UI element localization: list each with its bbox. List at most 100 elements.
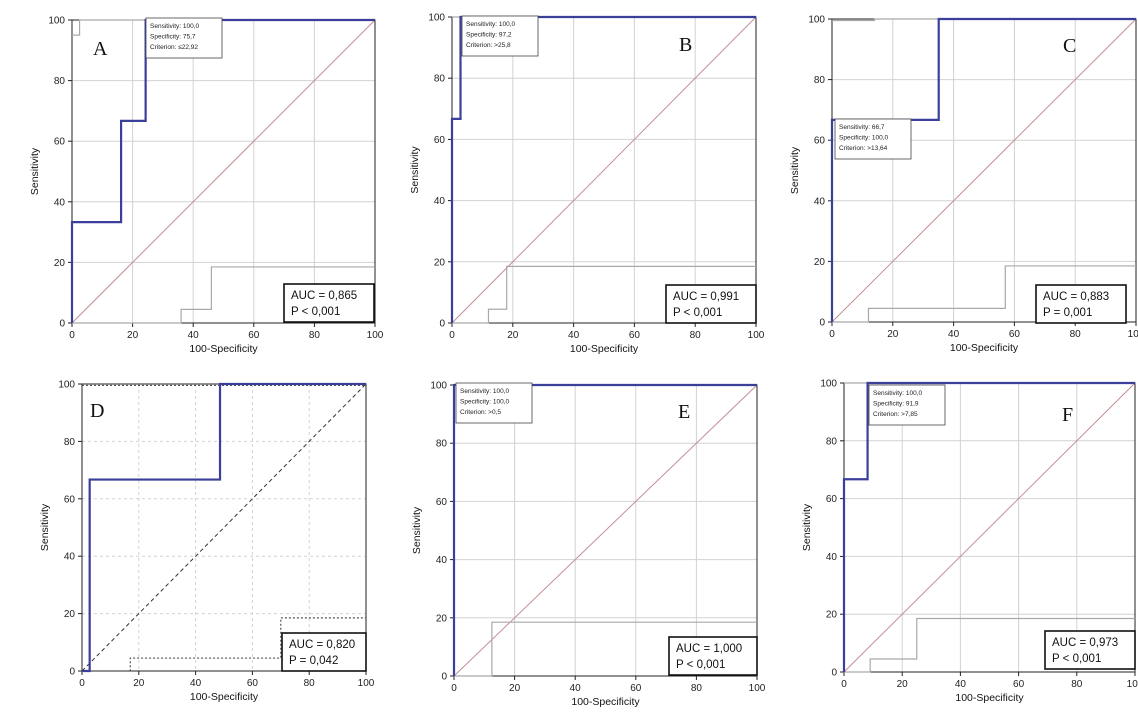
criterion-box — [868, 384, 946, 426]
auc-box — [1035, 284, 1127, 324]
x-tick-label: 100 — [749, 683, 766, 694]
criterion-line: Specificity: 100,0 — [460, 399, 510, 406]
x-axis-label: 100-Specificity — [950, 342, 1019, 354]
y-tick-label: 20 — [814, 257, 826, 268]
y-tick-label: 100 — [48, 16, 65, 27]
auc-value: AUC = 1,000 — [676, 643, 742, 655]
y-tick-label: 20 — [826, 610, 838, 621]
reference-diagonal — [81, 383, 367, 672]
y-tick-label: 40 — [54, 197, 66, 208]
y-tick-label: 0 — [819, 318, 825, 329]
y-tick-label: 40 — [814, 196, 826, 207]
y-tick-label: 80 — [436, 439, 448, 450]
x-tick-label: 40 — [190, 678, 202, 689]
roc-curve — [842, 381, 1135, 672]
x-tick-label: 60 — [247, 678, 259, 689]
criterion-line: Specificity: 91,9 — [873, 401, 919, 408]
p-value: P = 0,042 — [289, 655, 338, 667]
criterion-box — [461, 15, 539, 57]
x-tick-label: 100 — [1128, 329, 1138, 340]
criterion-line: Sensitivity: 66,7 — [839, 124, 885, 131]
x-tick-label: 0 — [449, 330, 455, 341]
y-tick-label: 20 — [54, 258, 66, 269]
x-tick-label: 100 — [358, 678, 375, 689]
x-tick-label: 80 — [1071, 679, 1083, 690]
x-tick-label: 80 — [304, 678, 316, 689]
y-tick-label: 20 — [436, 613, 448, 624]
auc-value: AUC = 0,883 — [1043, 291, 1109, 303]
x-tick-label: 100 — [1127, 679, 1138, 690]
x-tick-label: 40 — [955, 679, 967, 690]
y-tick-label: 80 — [434, 74, 446, 85]
criterion-line: Criterion: >25,8 — [466, 42, 511, 49]
y-tick-label: 40 — [436, 555, 448, 566]
y-tick-label: 80 — [54, 76, 66, 87]
criterion-line: Criterion: >13,64 — [839, 145, 888, 152]
x-axis-label: 100-Specificity — [955, 692, 1024, 704]
p-value: P = 0,001 — [1043, 307, 1092, 319]
x-tick-label: 80 — [309, 330, 321, 341]
x-tick-label: 100 — [367, 330, 384, 341]
panel-letter: E — [678, 401, 690, 423]
criterion-line: Specificity: 100,0 — [839, 135, 889, 142]
auc-box — [668, 636, 758, 676]
x-tick-label: 0 — [841, 679, 847, 690]
x-tick-label: 80 — [691, 683, 703, 694]
y-tick-label: 60 — [434, 135, 446, 146]
auc-box — [665, 284, 757, 324]
y-tick-label: 60 — [436, 497, 448, 508]
panel-letter: D — [90, 400, 104, 422]
x-tick-label: 20 — [509, 683, 521, 694]
y-tick-label: 100 — [58, 380, 75, 391]
panel-letter: C — [1063, 35, 1076, 57]
reference-diagonal — [843, 382, 1136, 673]
y-axis-label: Sensitivity — [411, 506, 423, 554]
y-tick-label: 60 — [54, 137, 66, 148]
x-tick-label: 100 — [748, 330, 765, 341]
y-tick-label: 60 — [64, 494, 76, 505]
x-axis-label: 100-Specificity — [190, 691, 259, 703]
roc-panel-b: 00 20 20 40 40 60 60 80 80 100 100 100-Specificity S… — [409, 13, 765, 356]
x-tick-label: 40 — [570, 683, 582, 694]
x-tick-label: 60 — [630, 683, 642, 694]
roc-panel-c: 00 20 20 40 40 60 60 80 80 100 100 100-Specificity S… — [789, 15, 1138, 355]
y-axis-label: Sensitivity — [409, 146, 421, 194]
criterion-line: Criterion: >7,85 — [873, 411, 918, 418]
x-tick-label: 0 — [69, 330, 75, 341]
ci-lower-bound — [72, 266, 375, 324]
panel-letter: A — [93, 38, 108, 60]
y-tick-label: 80 — [814, 75, 826, 86]
x-tick-label: 20 — [507, 330, 519, 341]
y-tick-label: 60 — [814, 136, 826, 147]
x-axis-label: 100-Specificity — [189, 343, 258, 355]
y-tick-label: 100 — [428, 13, 445, 24]
y-tick-label: 0 — [831, 668, 837, 679]
criterion-box — [145, 17, 223, 59]
auc-box — [281, 632, 367, 672]
x-tick-label: 0 — [829, 329, 835, 340]
p-value: P < 0,001 — [676, 659, 725, 671]
roc-panel-d: 00 20 20 40 40 60 60 80 80 100 100 100-Specificity S… — [39, 380, 375, 704]
x-tick-label: 60 — [629, 330, 641, 341]
p-value: P < 0,001 — [291, 306, 340, 318]
criterion-line: Sensitivity: 100,0 — [150, 23, 200, 30]
x-tick-label: 20 — [127, 330, 139, 341]
criterion-line: Sensitivity: 100,0 — [466, 21, 516, 28]
criterion-line: Specificity: 97,2 — [466, 32, 512, 39]
x-tick-label: 40 — [188, 330, 200, 341]
auc-box — [283, 283, 375, 323]
x-axis-label: 100-Specificity — [570, 343, 639, 355]
auc-value: AUC = 0,973 — [1052, 637, 1118, 649]
y-tick-label: 20 — [434, 257, 446, 268]
ci-lower-bound — [82, 617, 366, 672]
y-axis-label: Sensitivity — [801, 503, 813, 551]
x-axis-label: 100-Specificity — [571, 696, 640, 708]
auc-value: AUC = 0,820 — [289, 639, 355, 651]
criterion-line: Criterion: ≤22,92 — [150, 44, 198, 51]
x-tick-label: 60 — [248, 330, 260, 341]
y-tick-label: 40 — [826, 552, 838, 563]
roc-panel-f: 00 20 20 40 40 60 60 80 80 100 100 100-Specificity S… — [801, 379, 1138, 705]
roc-panel-a: 00 20 20 40 40 60 60 80 80 100 100 100-Specificity S… — [29, 16, 384, 356]
reference-diagonal — [71, 19, 376, 324]
